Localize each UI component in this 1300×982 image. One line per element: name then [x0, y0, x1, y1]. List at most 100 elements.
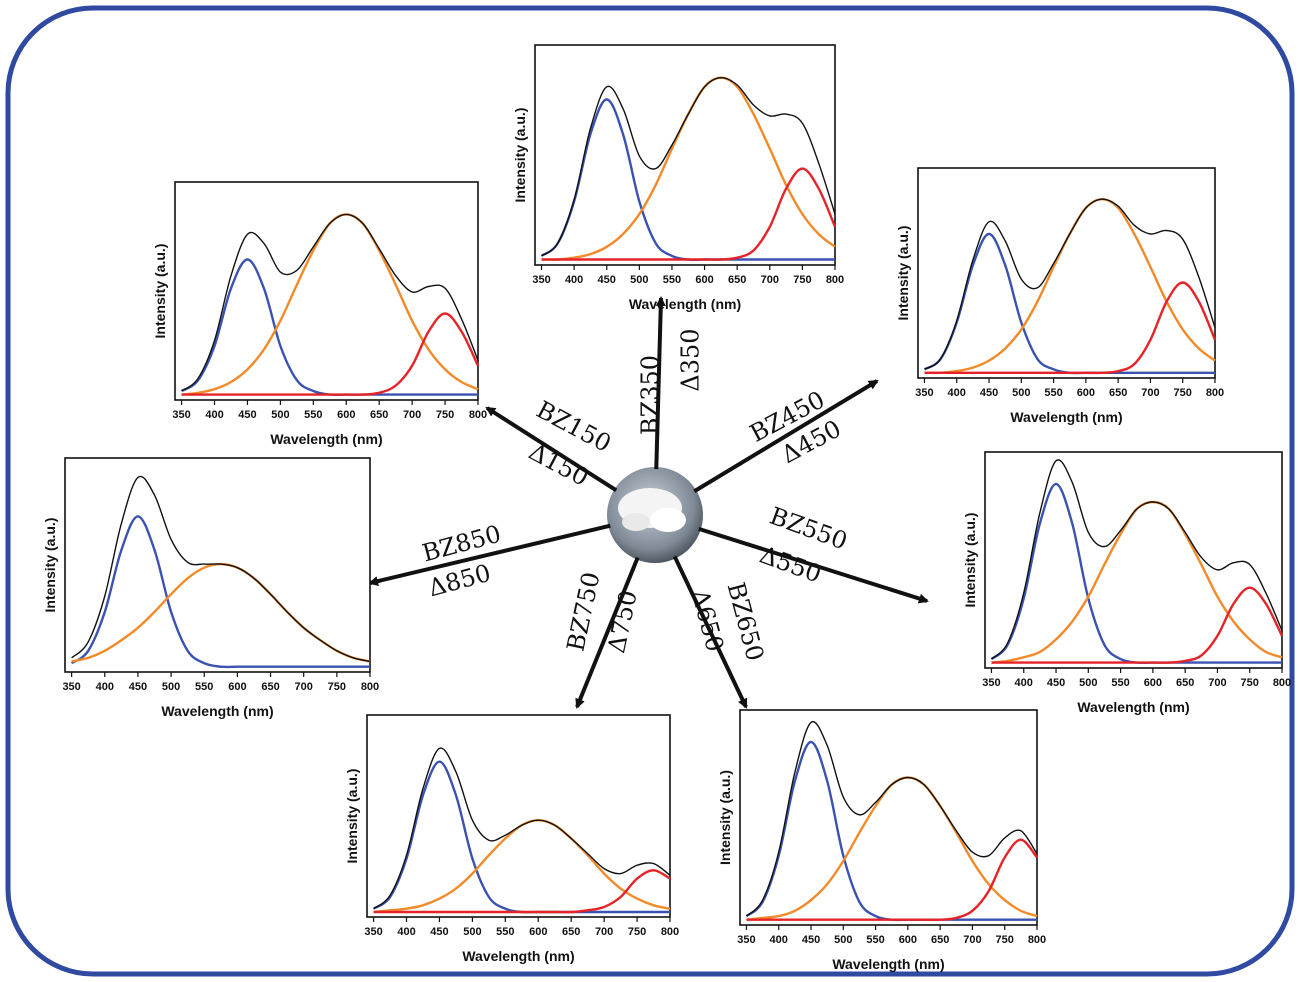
x-tick-label: 550	[304, 409, 322, 421]
x-tick-label: 800	[469, 409, 487, 421]
spectrum-curve	[990, 459, 1283, 660]
x-tick-label: 700	[1141, 387, 1159, 399]
arrow-label: Δ550	[756, 541, 825, 589]
x-tick-label: 650	[1176, 677, 1194, 689]
powder-photo	[607, 467, 703, 563]
x-tick-label: 500	[162, 681, 180, 693]
arrow	[698, 526, 929, 604]
x-axis-label: Wavelength (nm)	[629, 296, 741, 312]
x-tick-label: 500	[271, 409, 289, 421]
x-tick-label: 350	[172, 409, 190, 421]
x-tick-label: 400	[205, 409, 223, 421]
plot-frame	[984, 451, 1283, 669]
x-tick-label: 750	[436, 409, 454, 421]
x-tick-label: 750	[996, 934, 1014, 946]
x-tick-label: 700	[295, 681, 313, 693]
chart: 350 400 450 500 550 600 650 700 750 800 Wavelength…	[42, 457, 379, 719]
y-axis-label: Intensity (a.u.)	[512, 108, 528, 203]
arrow	[654, 296, 666, 470]
x-tick-label: 500	[1079, 677, 1097, 689]
x-tick-label: 450	[802, 934, 820, 946]
arrow-label: BZ350	[637, 355, 665, 435]
x-tick-label: 600	[1077, 387, 1095, 399]
x-tick-label: 700	[403, 409, 421, 421]
border	[5, 5, 1295, 977]
x-tick-label: 450	[1047, 677, 1065, 689]
x-axis-label: Wavelength (nm)	[161, 703, 273, 719]
y-axis-label: Intensity (a.u.)	[42, 518, 58, 613]
x-tick-label: 750	[1174, 387, 1192, 399]
x-tick-label: 600	[899, 934, 917, 946]
spectrum-curve	[924, 281, 1217, 375]
x-axis-label: Wavelength (nm)	[1077, 699, 1189, 715]
x-tick-label: 600	[695, 274, 713, 286]
x-tick-label: 400	[948, 387, 966, 399]
x-axis-label: Wavelength (nm)	[270, 431, 382, 447]
spectrum-curve	[541, 167, 837, 261]
x-tick-label: 450	[129, 681, 147, 693]
x-tick-label: 700	[1208, 677, 1226, 689]
x-tick-label: 650	[562, 926, 580, 938]
spectrum-curve	[71, 475, 371, 663]
y-axis-label: Intensity (a.u.)	[344, 769, 360, 864]
arrow	[485, 406, 618, 492]
x-tick-label: 750	[328, 681, 346, 693]
x-tick-label: 550	[496, 926, 514, 938]
x-tick-label: 750	[793, 274, 811, 286]
x-tick-label: 800	[1273, 677, 1291, 689]
x-tick-label: 400	[770, 934, 788, 946]
x-tick-label: 800	[661, 926, 679, 938]
arrow-label: Δ350	[677, 328, 705, 391]
x-tick-label: 650	[261, 681, 279, 693]
y-axis-label: Intensity (a.u.)	[962, 513, 978, 608]
x-tick-label: 350	[982, 677, 1000, 689]
arrow	[575, 556, 640, 709]
x-tick-label: 800	[826, 274, 844, 286]
plot-frame	[917, 167, 1216, 379]
x-tick-label: 600	[228, 681, 246, 693]
plot-frame	[534, 44, 836, 266]
chart: 350 400 450 500 550 600 650 700 750 800 Wavelength…	[717, 709, 1046, 972]
x-axis-label: Wavelength (nm)	[1010, 409, 1122, 425]
x-tick-label: 450	[430, 926, 448, 938]
x-tick-label: 650	[931, 934, 949, 946]
spectrum-curve	[746, 838, 1038, 922]
arrow-label: BZ650	[722, 579, 770, 664]
x-tick-label: 750	[628, 926, 646, 938]
x-tick-label: 600	[1144, 677, 1162, 689]
arrow-label: BZ750	[562, 570, 606, 654]
arrow	[368, 523, 611, 587]
x-tick-label: 400	[1015, 677, 1033, 689]
chart: 350 400 450 500 550 600 650 700 750 800 Wavelength…	[895, 167, 1224, 425]
x-tick-label: 700	[595, 926, 613, 938]
y-axis-label: Intensity (a.u.)	[717, 770, 733, 865]
x-tick-label: 450	[598, 274, 616, 286]
x-tick-label: 600	[337, 409, 355, 421]
plot-frame	[739, 709, 1038, 926]
spectrum-curve	[181, 213, 479, 392]
x-axis-label: Wavelength (nm)	[832, 956, 944, 972]
x-tick-label: 800	[1206, 387, 1224, 399]
x-tick-label: 550	[1044, 387, 1062, 399]
x-tick-label: 650	[370, 409, 388, 421]
spectrum-curve	[181, 312, 480, 396]
chart: 350 400 450 500 550 600 650 700 750 800 Wavelength…	[344, 714, 679, 964]
x-tick-label: 450	[980, 387, 998, 399]
x-tick-label: 450	[238, 409, 256, 421]
spectrum-curve	[746, 720, 1038, 917]
x-tick-label: 500	[834, 934, 852, 946]
x-tick-label: 500	[463, 926, 481, 938]
x-tick-label: 350	[62, 681, 80, 693]
x-axis-label: Wavelength (nm)	[462, 948, 574, 964]
plot-frame	[174, 181, 479, 401]
x-tick-label: 550	[1111, 677, 1129, 689]
x-tick-label: 700	[761, 274, 779, 286]
plot-frame	[366, 714, 671, 918]
x-tick-label: 500	[1012, 387, 1030, 399]
x-tick-label: 800	[361, 681, 379, 693]
y-axis-label: Intensity (a.u.)	[895, 226, 911, 321]
x-tick-label: 550	[195, 681, 213, 693]
spectrum-curve	[991, 586, 1284, 664]
spectrum-curve	[924, 198, 1216, 370]
x-tick-label: 600	[529, 926, 547, 938]
